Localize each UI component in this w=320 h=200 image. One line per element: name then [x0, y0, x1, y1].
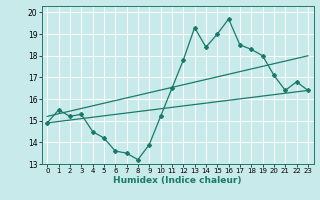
X-axis label: Humidex (Indice chaleur): Humidex (Indice chaleur) — [113, 176, 242, 185]
